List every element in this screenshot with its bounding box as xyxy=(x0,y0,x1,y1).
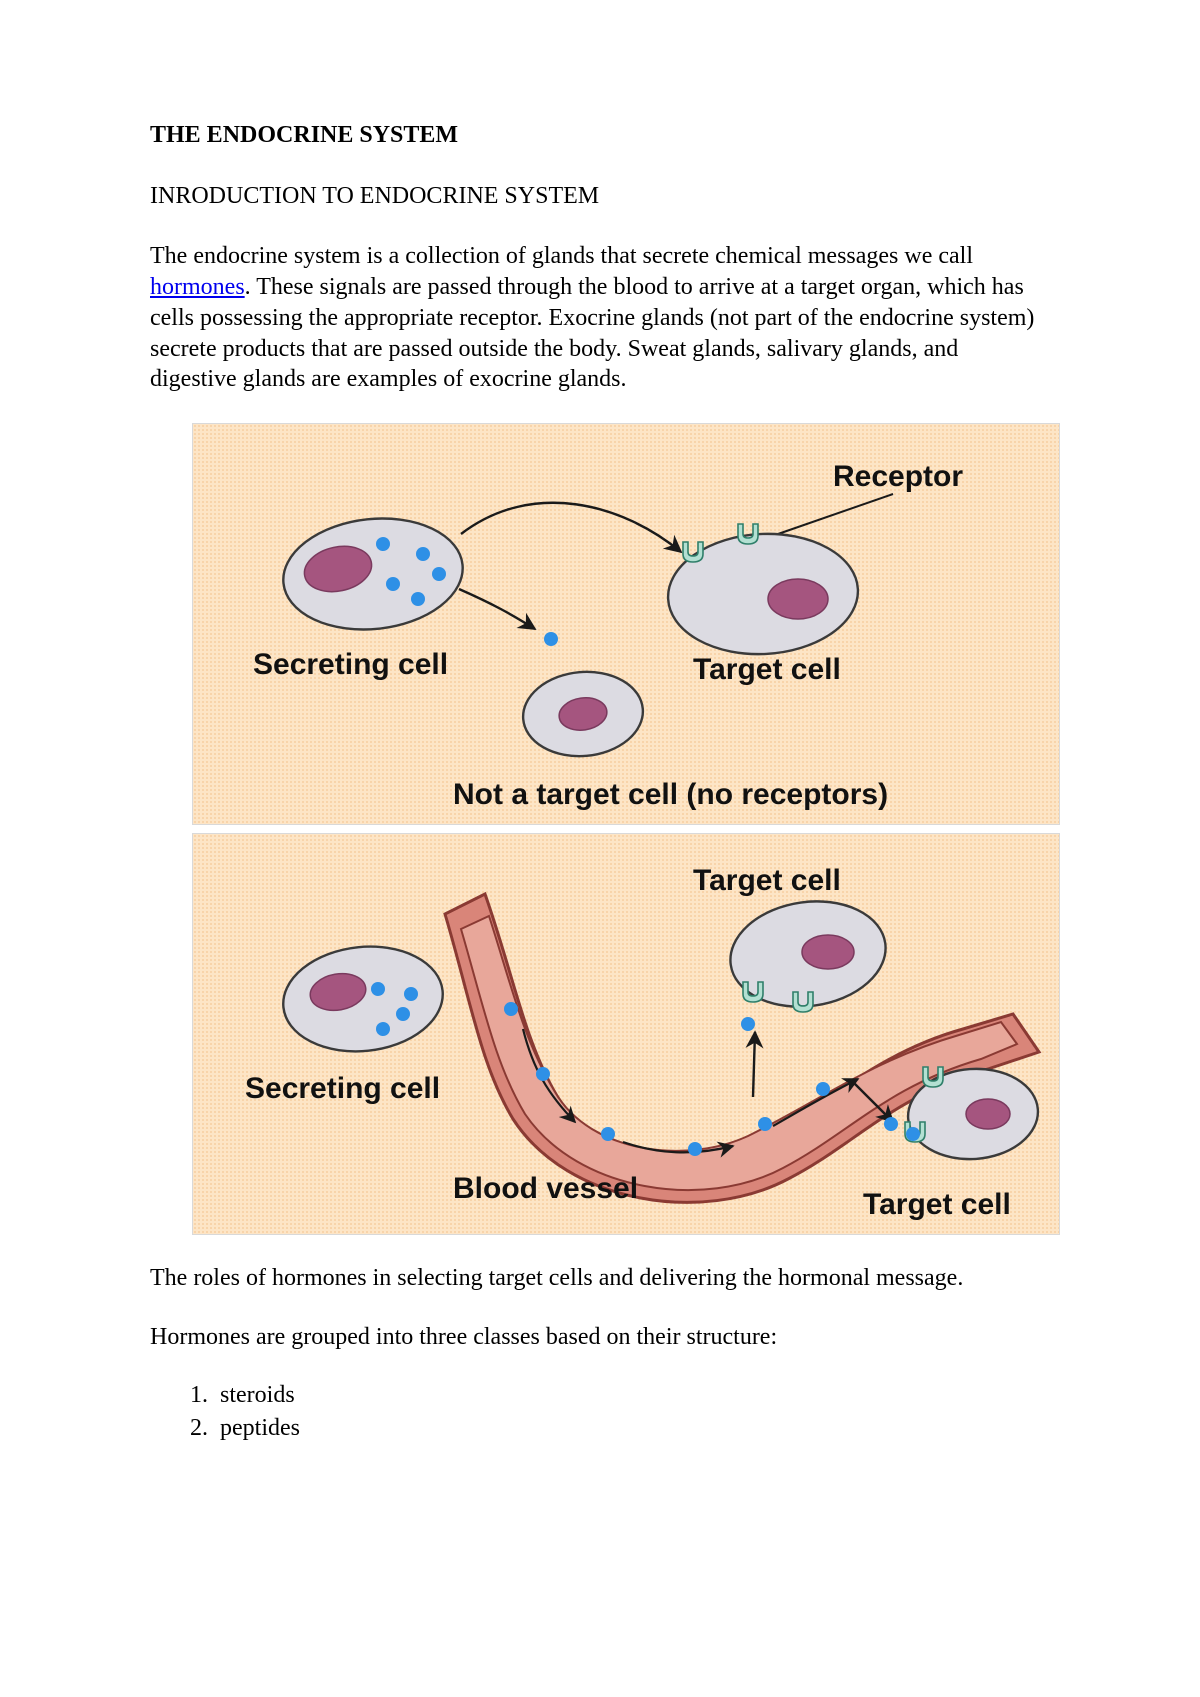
leader-line xyxy=(778,494,893,534)
target-cell-top xyxy=(724,892,893,1017)
figure-panel-bottom: Target cell Secreting cell Blood vessel … xyxy=(192,833,1060,1235)
arrow-to-top-target xyxy=(753,1032,755,1097)
intro-post: . These signals are passed through the b… xyxy=(150,274,1034,392)
intro-pre: The endocrine system is a collection of … xyxy=(150,243,973,269)
label-secreting: Secreting cell xyxy=(253,648,448,681)
free-hormone xyxy=(544,632,558,646)
list-item: peptides xyxy=(214,1413,1050,1444)
label-target-top: Target cell xyxy=(693,864,841,897)
non-target-cell xyxy=(520,667,647,761)
label-secreting: Secreting cell xyxy=(245,1072,440,1105)
figure: Receptor Secreting cell Target cell Not … xyxy=(150,423,1050,1235)
figure-caption: The roles of hormones in selecting targe… xyxy=(150,1263,1050,1294)
list-item: steroids xyxy=(214,1380,1050,1411)
arrow-to-target xyxy=(461,503,681,552)
target-cell-bottom xyxy=(905,1065,1041,1164)
intro-paragraph: The endocrine system is a collection of … xyxy=(150,241,1050,395)
secreting-cell xyxy=(278,939,448,1059)
hormone-class-list: steroids peptides xyxy=(156,1380,1050,1443)
target-cell xyxy=(665,524,861,659)
page-title: THE ENDOCRINE SYSTEM xyxy=(150,120,1050,151)
page-subtitle: INRODUCTION TO ENDOCRINE SYSTEM xyxy=(150,181,1050,212)
arrow-to-free-hormone xyxy=(459,589,535,629)
figure-panel-top: Receptor Secreting cell Target cell Not … xyxy=(192,423,1060,825)
label-not-target: Not a target cell (no receptors) xyxy=(453,778,888,811)
label-target: Target cell xyxy=(693,653,841,686)
hormones-link[interactable]: hormones xyxy=(150,274,245,300)
label-blood: Blood vessel xyxy=(453,1172,638,1205)
secreting-cell xyxy=(278,510,469,638)
label-target-bot: Target cell xyxy=(863,1188,1011,1221)
label-receptor: Receptor xyxy=(833,460,963,493)
list-intro: Hormones are grouped into three classes … xyxy=(150,1322,1050,1353)
